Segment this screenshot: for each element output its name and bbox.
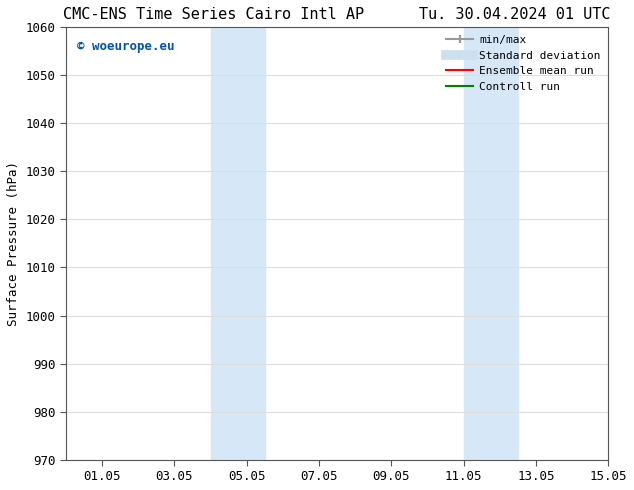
Legend: min/max, Standard deviation, Ensemble mean run, Controll run: min/max, Standard deviation, Ensemble me…	[441, 30, 605, 96]
Bar	[463, 27, 518, 460]
Text: © woeurope.eu: © woeurope.eu	[77, 40, 174, 53]
Title: CMC-ENS Time Series Cairo Intl AP      Tu. 30.04.2024 01 UTC: CMC-ENS Time Series Cairo Intl AP Tu. 30…	[63, 7, 611, 22]
Bar	[210, 27, 265, 460]
Y-axis label: Surface Pressure (hPa): Surface Pressure (hPa)	[7, 161, 20, 326]
